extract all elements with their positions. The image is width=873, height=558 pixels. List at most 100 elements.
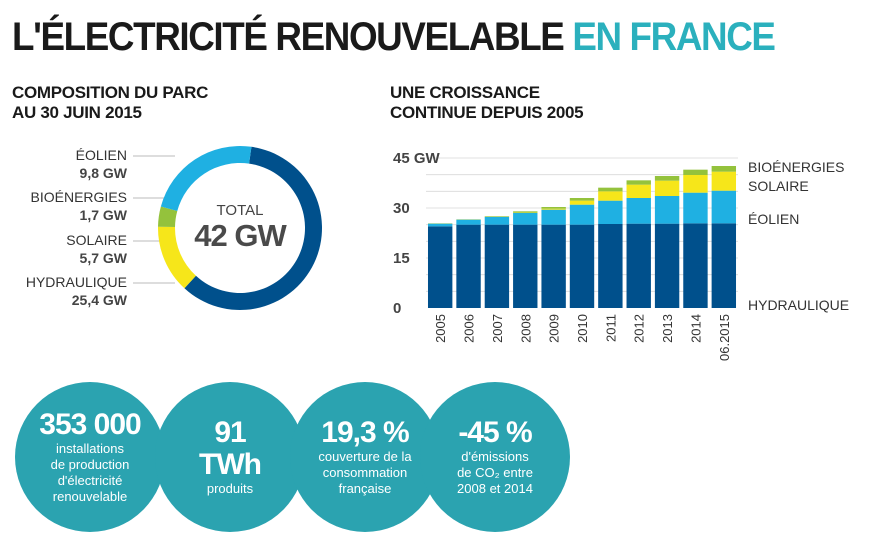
bar-segment-eolien bbox=[541, 209, 566, 225]
x-tick-label: 2007 bbox=[490, 314, 505, 343]
bar-marks bbox=[427, 166, 737, 308]
stat-value: 19,3 % bbox=[321, 416, 409, 449]
x-tick-label: 2009 bbox=[547, 314, 562, 343]
bar-segment-bioenergies bbox=[654, 176, 680, 181]
stat-caption-line: d'émissions bbox=[461, 449, 529, 464]
x-tick-label: 2010 bbox=[575, 314, 590, 343]
donut-slice-hydraulique bbox=[184, 146, 323, 310]
bar-segment-eolien bbox=[654, 196, 680, 224]
bar-segment-eolien bbox=[456, 219, 481, 225]
donut-label-eolien: ÉOLIEN 9,8 GW bbox=[76, 146, 127, 182]
donut-chart: TOTAL 42 GW bbox=[133, 146, 323, 310]
donut-label-value: 1,7 GW bbox=[79, 207, 127, 223]
stat-circle: 91 TWh produits bbox=[155, 382, 305, 532]
donut-slice-solaire bbox=[158, 226, 196, 289]
bar-segment-solaire bbox=[598, 191, 623, 201]
bar-segment-hydraulique bbox=[626, 223, 651, 308]
donut-label-value: 9,8 GW bbox=[79, 165, 127, 181]
x-tick-label: 2005 bbox=[433, 314, 448, 343]
bar-segment-solaire bbox=[541, 208, 566, 210]
donut-label-name: HYDRAULIQUE bbox=[25, 274, 127, 290]
stat-caption-line: d'électricité bbox=[57, 473, 123, 488]
stat-value: 91 bbox=[214, 416, 246, 449]
bar-segment-bioenergies bbox=[598, 187, 623, 192]
left-subtitle: COMPOSITION DU PARC AU 30 JUIN 2015 bbox=[12, 83, 208, 123]
right-subtitle: UNE CROISSANCE CONTINUE DEPUIS 2005 bbox=[390, 83, 584, 123]
x-tick-label: 2008 bbox=[518, 314, 533, 343]
bar-segment-solaire bbox=[683, 175, 708, 193]
bar-segment-hydraulique bbox=[541, 224, 566, 308]
stat-caption-line: produits bbox=[206, 481, 254, 496]
bar-segment-eolien bbox=[626, 198, 651, 224]
legend-solaire: SOLAIRE bbox=[748, 178, 809, 194]
y-tick-label: 0 bbox=[393, 300, 401, 317]
bar-segment-hydraulique bbox=[711, 223, 737, 308]
stat-caption-line: 2008 et 2014 bbox=[457, 481, 533, 496]
y-tick-label: 30 bbox=[393, 200, 410, 217]
donut-label-name: ÉOLIEN bbox=[75, 147, 127, 163]
stat-caption-line: renouvelable bbox=[52, 489, 128, 504]
bar-segment-eolien bbox=[711, 190, 737, 224]
bar-segment-bioenergies bbox=[569, 198, 595, 201]
donut-label-value: 25,4 GW bbox=[71, 292, 127, 308]
stat-circle: 19,3 % couverture de la consommation frança… bbox=[290, 382, 440, 532]
donut-label-name: SOLAIRE bbox=[66, 232, 127, 248]
x-tick-label: 2012 bbox=[632, 314, 647, 343]
bar-segment-bioenergies bbox=[711, 166, 737, 172]
stat-unit: TWh bbox=[199, 448, 262, 481]
bar-segment-hydraulique bbox=[513, 224, 538, 308]
stat-circle: -45 % d'émissions de CO₂ entre 2008 et 2014 bbox=[420, 382, 570, 532]
x-tick-label: 2006 bbox=[462, 314, 477, 343]
title-main: L'ÉLECTRICITÉ RENOUVELABLE bbox=[12, 15, 565, 59]
stat-caption-line: installations bbox=[56, 441, 124, 456]
bar-segment-eolien bbox=[427, 223, 453, 227]
bar-segment-hydraulique bbox=[456, 224, 481, 308]
bar-segment-eolien bbox=[569, 204, 595, 225]
donut-slice-bioenergies bbox=[158, 206, 178, 228]
donut-labels: ÉOLIEN 9,8 GW BIOÉNERGIES 1,7 GW SOLAIRE… bbox=[0, 0, 127, 558]
legend-hydraulique: HYDRAULIQUE bbox=[748, 297, 849, 313]
bar-segment-hydraulique bbox=[683, 223, 708, 308]
bar-segment-hydraulique bbox=[598, 224, 623, 308]
stat-caption-line: de production bbox=[50, 457, 130, 472]
y-tick-label: 45 GW bbox=[393, 150, 441, 167]
bar-segment-eolien bbox=[683, 192, 708, 224]
bar-segment-solaire bbox=[711, 171, 737, 191]
x-tick-label: 2014 bbox=[688, 314, 703, 343]
stat-caption-line: de CO₂ entre bbox=[457, 465, 533, 480]
stat-value: -45 % bbox=[458, 416, 532, 449]
x-tick-label: 2013 bbox=[660, 314, 675, 343]
bar-segment-hydraulique bbox=[427, 226, 453, 308]
right-subtitle-line1: UNE CROISSANCE bbox=[390, 83, 540, 102]
donut-center-value: 42 GW bbox=[194, 218, 287, 253]
bar-segment-bioenergies bbox=[683, 169, 708, 175]
donut-leaders bbox=[133, 155, 175, 284]
bar-segment-hydraulique bbox=[654, 223, 680, 308]
bar-segment-solaire bbox=[626, 184, 651, 198]
left-subtitle-line2: AU 30 JUIN 2015 bbox=[12, 103, 142, 122]
bar-segment-bioenergies bbox=[484, 216, 510, 217]
stat-caption-line: couverture de la bbox=[318, 449, 412, 464]
bar-segment-bioenergies bbox=[626, 180, 651, 185]
bar-segment-eolien bbox=[598, 200, 623, 224]
bar-legend: BIOÉNERGIES SOLAIRE ÉOLIEN HYDRAULIQUE bbox=[748, 159, 849, 313]
legend-bioenergies: BIOÉNERGIES bbox=[748, 159, 844, 175]
donut-slice-eolien bbox=[160, 146, 252, 211]
bar-segment-bioenergies bbox=[541, 207, 566, 209]
bar-segment-solaire bbox=[569, 200, 595, 205]
bar-segment-hydraulique bbox=[569, 224, 595, 308]
legend-eolien: ÉOLIEN bbox=[748, 211, 799, 227]
bar-yticks: 0 15 30 45 GW bbox=[393, 150, 441, 317]
donut-center-label: TOTAL bbox=[217, 202, 264, 219]
bar-segment-hydraulique bbox=[484, 224, 510, 308]
y-tick-label: 15 bbox=[393, 250, 410, 267]
left-subtitle-line1: COMPOSITION DU PARC bbox=[12, 83, 209, 102]
bar-segment-solaire bbox=[654, 180, 680, 196]
stat-value: 353 000 bbox=[39, 408, 141, 441]
bar-segment-bioenergies bbox=[513, 211, 538, 213]
donut-label-bioenergies: BIOÉNERGIES 1,7 GW bbox=[31, 188, 127, 224]
bar-segment-eolien bbox=[484, 217, 510, 225]
donut-label-hydraulique: HYDRAULIQUE 25,4 GW bbox=[26, 273, 127, 309]
x-tick-label: 06.2015 bbox=[717, 314, 732, 361]
